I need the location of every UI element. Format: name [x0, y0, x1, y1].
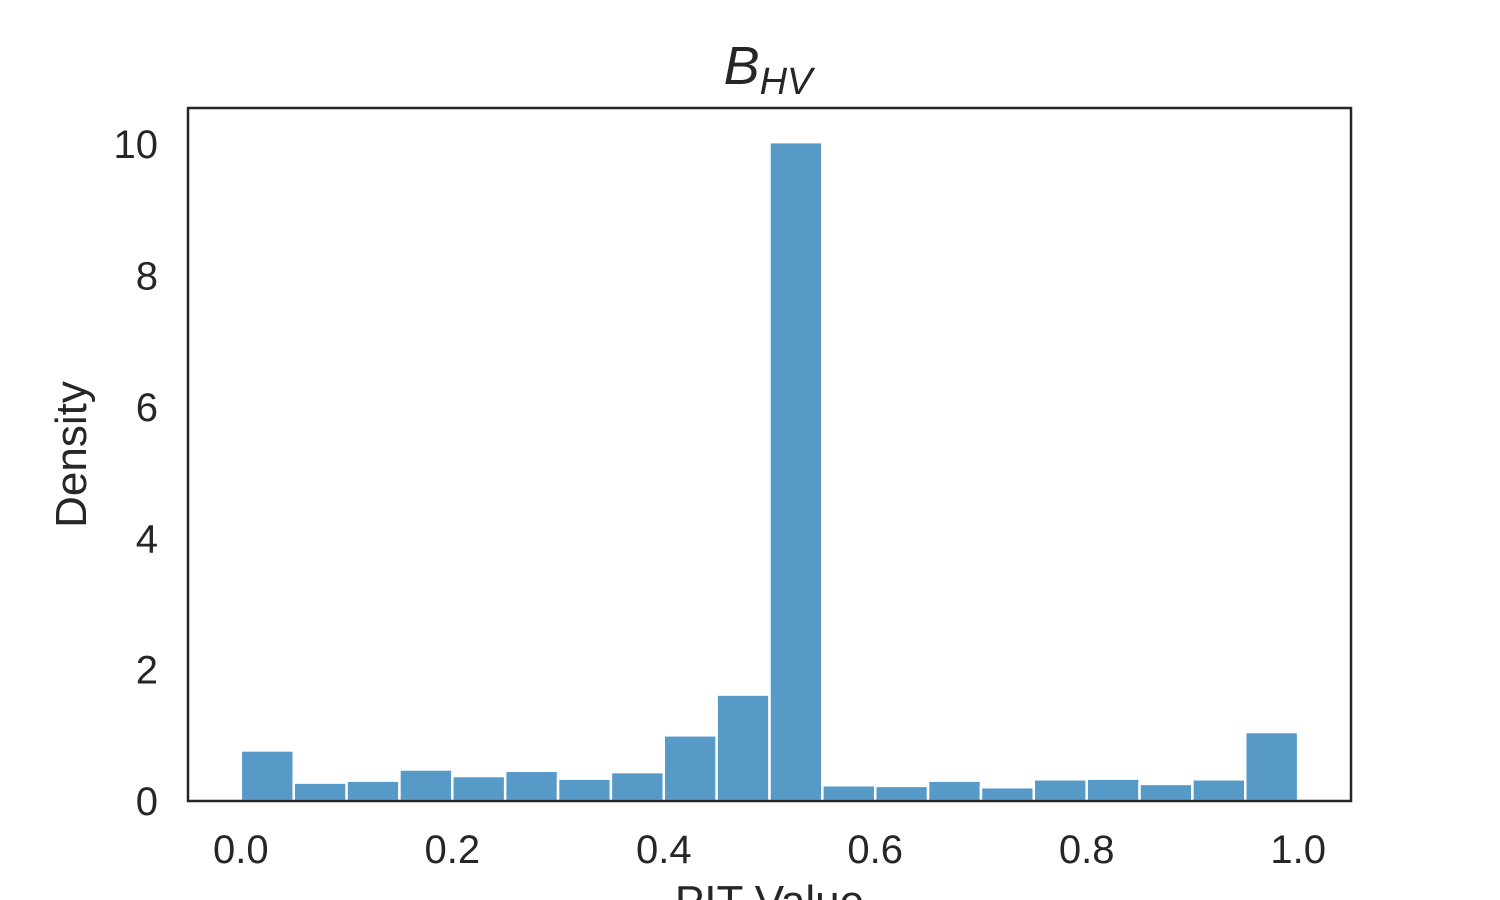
- histogram-bar: [556, 777, 613, 803]
- plot-frame: [186, 106, 1353, 803]
- y-tick-label: 0: [136, 780, 158, 824]
- chart-title: BHV: [724, 36, 816, 103]
- histogram-bar: [609, 770, 666, 803]
- chart-title-subscript: HV: [760, 61, 816, 103]
- histogram-bar: [1244, 730, 1300, 803]
- histogram-bar: [239, 749, 295, 803]
- histogram-bar: [1032, 778, 1088, 803]
- histogram-bar: [821, 783, 877, 803]
- histogram-bar: [1085, 777, 1141, 803]
- histogram-bar: [768, 140, 824, 803]
- x-tick-label: 0.8: [1059, 828, 1115, 872]
- y-tick-label: 2: [136, 649, 158, 693]
- y-tick-label: 10: [114, 123, 159, 167]
- histogram-bar: [292, 781, 348, 803]
- x-axis-ticks: 0.0 0.2 0.4 0.6 0.8 1.0: [213, 828, 1326, 872]
- histogram-bar: [979, 785, 1036, 803]
- x-tick-label: 0.6: [847, 828, 903, 872]
- y-axis-label: Density: [47, 381, 96, 528]
- histogram-bar: [873, 784, 930, 803]
- y-tick-label: 8: [136, 255, 158, 299]
- x-axis-label: PIT Value: [675, 877, 864, 900]
- histogram-bar: [503, 769, 560, 803]
- histogram-bar: [662, 734, 718, 803]
- x-tick-label: 0.2: [425, 828, 481, 872]
- histogram-bar: [451, 774, 507, 803]
- y-tick-label: 6: [136, 386, 158, 430]
- x-tick-label: 1.0: [1270, 828, 1326, 872]
- y-axis-ticks: 0 2 4 6 8 10: [114, 123, 159, 824]
- x-tick-label: 0.0: [213, 828, 269, 872]
- x-tick-label: 0.4: [636, 828, 692, 872]
- histogram-bar: [926, 779, 983, 803]
- histogram-bar: [1191, 778, 1247, 803]
- histogram-bar: [398, 768, 454, 803]
- histogram-bar: [715, 693, 771, 803]
- bars-group: [239, 140, 1300, 803]
- histogram-bar: [345, 779, 401, 803]
- y-tick-label: 4: [136, 517, 158, 561]
- histogram-bar: [1138, 782, 1194, 803]
- chart-title-main: B: [724, 36, 760, 96]
